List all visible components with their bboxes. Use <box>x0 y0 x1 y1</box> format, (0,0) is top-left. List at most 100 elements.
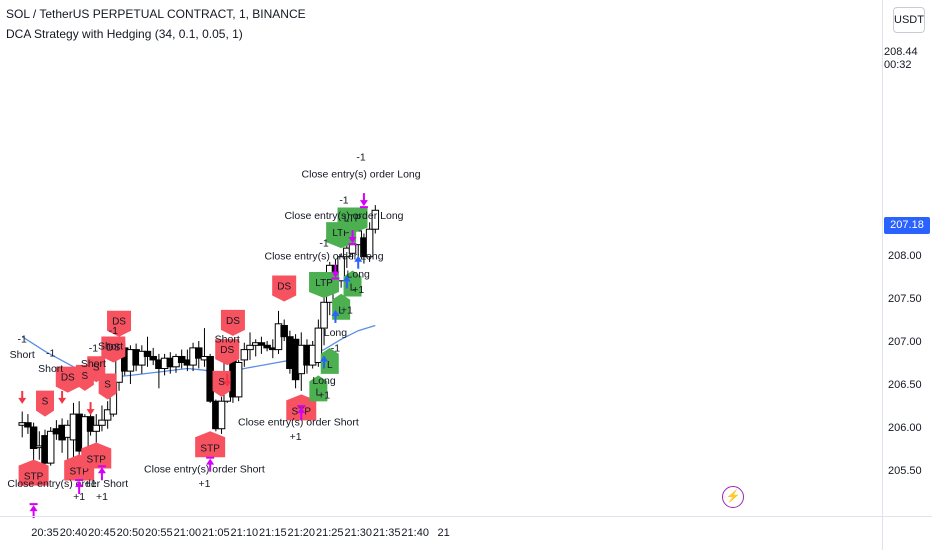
candle-body <box>280 325 288 338</box>
signal-marker-ds <box>107 310 132 337</box>
trade-annotation: Long <box>324 327 348 339</box>
signal-label: DS <box>226 316 240 327</box>
x-tick-label: 20:35 <box>31 527 59 539</box>
x-tick-label: 21:25 <box>316 527 344 539</box>
trade-annotation: +1 <box>318 390 330 402</box>
trade-annotation: Close entry(s) order Long <box>284 210 403 222</box>
x-tick-label: 20:55 <box>145 527 173 539</box>
candle-body <box>257 342 266 346</box>
lightning-icon[interactable]: ⚡ <box>722 486 744 508</box>
candle-body <box>138 350 146 366</box>
signal-marker-l <box>343 270 362 297</box>
candle-body <box>240 349 249 361</box>
signal-label: L <box>350 282 356 293</box>
trade-annotation: -1 <box>46 347 55 359</box>
x-tick-label: 21:00 <box>174 527 202 539</box>
signal-marker-ds <box>220 309 245 336</box>
signal-label: LTP <box>315 278 333 289</box>
order-arrow-head <box>354 255 363 262</box>
trade-annotation: Close entry(s) order Long <box>265 250 384 262</box>
signal-label: LTP <box>344 214 362 225</box>
trade-annotation: Close entry(s) order Short <box>144 464 265 476</box>
order-arrow-head <box>342 275 351 282</box>
current-price-label: 207.18 <box>884 217 930 234</box>
signal-label: S <box>42 397 49 408</box>
trade-annotation: Short <box>215 334 240 346</box>
x-tick-label: 21:35 <box>373 527 401 539</box>
candle-body <box>195 347 203 359</box>
signal-marker-ds <box>55 366 80 393</box>
signal-label: L <box>327 360 333 371</box>
x-tick-label: 21:15 <box>259 527 287 539</box>
signal-marker-ltp <box>337 207 368 234</box>
candle-body <box>143 350 152 357</box>
x-tick-label: 20:40 <box>60 527 88 539</box>
y-tick-label: 206.00 <box>888 422 922 434</box>
x-tick-label: 21 <box>438 527 450 539</box>
signal-marker-s <box>212 370 231 397</box>
trade-annotation: +1 <box>290 431 302 443</box>
order-arrow-head <box>359 200 368 207</box>
order-arrow-head <box>320 355 329 362</box>
last-price-readout: 208.44 00:32 <box>884 46 918 72</box>
signal-label: S <box>93 362 100 373</box>
signal-marker-s <box>98 373 117 400</box>
signal-label: STP <box>200 443 220 454</box>
candle-body <box>314 327 323 364</box>
signal-label: S <box>82 371 89 382</box>
order-arrow-head <box>58 397 67 404</box>
candle-body <box>206 355 214 402</box>
order-arrow-head <box>97 467 106 474</box>
signal-marker-l <box>309 375 328 402</box>
trade-annotation: +1 <box>198 478 210 490</box>
signal-marker-ds <box>101 336 126 363</box>
signal-label: L <box>338 306 344 317</box>
trade-annotation: -1 <box>339 194 348 206</box>
signal-label: LTP <box>332 228 350 239</box>
trade-annotation: +1 <box>352 284 364 296</box>
order-arrow-head <box>75 481 84 488</box>
price-scale-divider <box>882 0 883 550</box>
candle-body <box>92 424 101 432</box>
y-tick-label: 205.50 <box>888 465 922 477</box>
trade-annotation: +1 <box>96 491 108 503</box>
trade-annotation: Short <box>38 363 63 375</box>
trade-annotation: Close entry(s) order Long <box>302 169 421 181</box>
currency-button[interactable]: USDT <box>893 7 925 33</box>
trade-annotation: Close entry(s) order Short <box>7 478 128 490</box>
order-arrow-head <box>223 380 232 387</box>
strategy-legend[interactable]: DCA Strategy with Hedging (34, 0.1, 0.05… <box>6 27 243 41</box>
candle-body <box>149 355 157 361</box>
signal-marker-s <box>36 390 54 417</box>
candle-body <box>98 419 106 426</box>
symbol-title[interactable]: SOL / TetherUS PERPETUAL CONTRACT, 1, BI… <box>6 7 306 21</box>
x-tick-label: 20:45 <box>88 527 116 539</box>
x-tick-label: 20:50 <box>117 527 145 539</box>
candle-body <box>365 228 374 258</box>
candle-body <box>246 344 254 351</box>
candle-body <box>103 409 112 421</box>
order-arrow-head <box>331 271 340 278</box>
candle-body <box>217 400 226 430</box>
candle-body <box>263 344 271 349</box>
order-arrow-head <box>297 407 306 414</box>
trade-annotation: -1 <box>331 342 340 354</box>
trade-annotation: Long <box>347 268 371 280</box>
signal-label: DS <box>220 345 234 356</box>
candle-body <box>46 430 55 464</box>
trade-annotation: -1 <box>89 342 98 354</box>
candle-body <box>234 362 243 398</box>
signal-label: S <box>104 379 111 390</box>
trade-annotation: Long <box>312 375 336 387</box>
trade-annotation: Short <box>10 349 35 361</box>
candle-body <box>29 426 38 449</box>
y-tick-label: 207.00 <box>888 336 922 348</box>
x-tick-label: 21:40 <box>401 527 429 539</box>
y-tick-label: 208.00 <box>888 250 922 262</box>
x-tick-label: 21:10 <box>231 527 259 539</box>
candle-body <box>337 256 345 282</box>
signal-label: DS <box>106 343 120 354</box>
signal-label: DS <box>277 281 291 292</box>
signal-label: DS <box>112 317 126 328</box>
